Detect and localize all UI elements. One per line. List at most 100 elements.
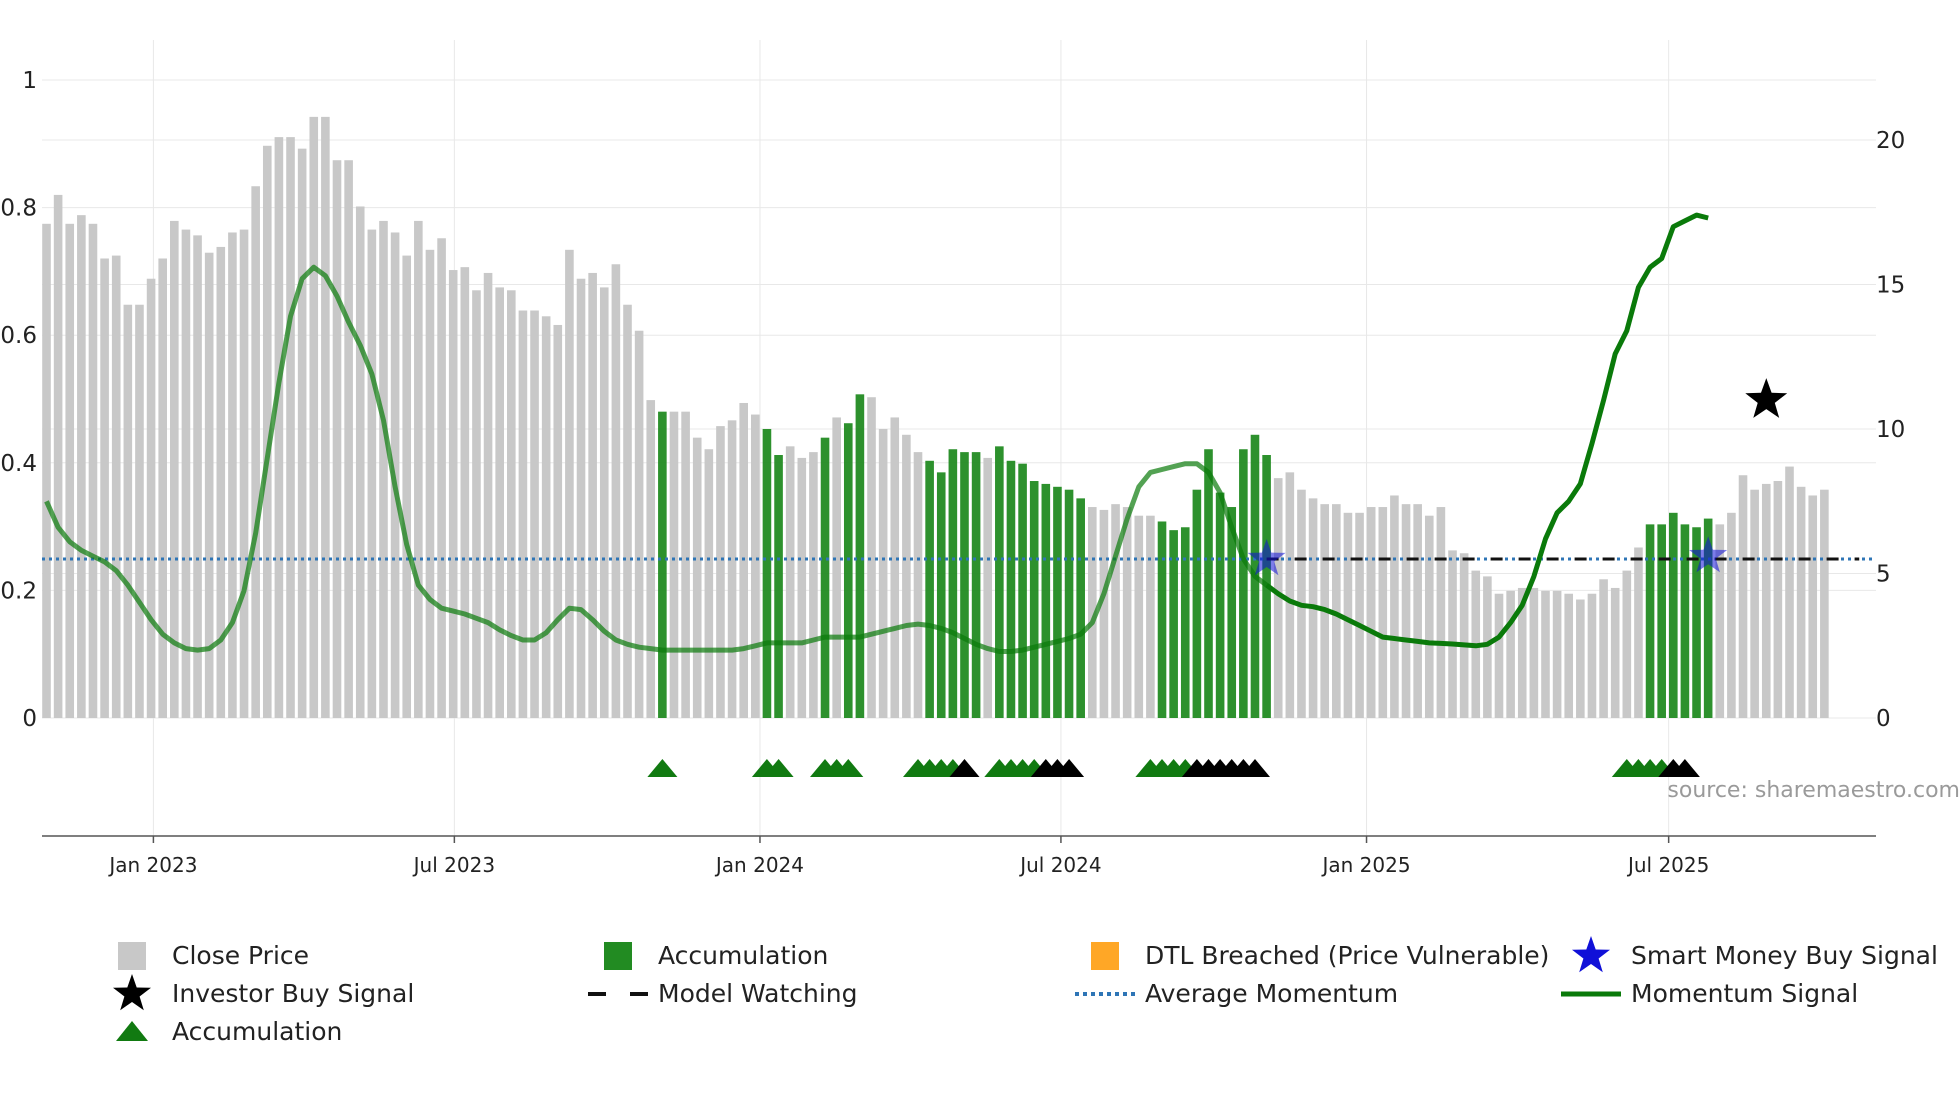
close-price-bar (1436, 507, 1446, 718)
close-price-bar (507, 290, 516, 718)
close-price-bar (890, 417, 900, 718)
close-price-bar (878, 429, 888, 718)
close-price-bar (1529, 587, 1539, 718)
left-tick-label: 0.4 (0, 451, 37, 477)
close-price-bar (1599, 579, 1608, 718)
close-price-bar (193, 235, 202, 718)
close-price-bar (158, 258, 167, 718)
close-price-bar (146, 278, 156, 718)
x-tick-label: Jul 2023 (412, 853, 495, 877)
close-price-bar (53, 194, 63, 718)
close-price-bar (611, 264, 621, 718)
close-price-bar (692, 437, 702, 718)
close-price-bar (681, 411, 690, 718)
close-price-bar (367, 229, 377, 718)
close-price-bar (1494, 593, 1504, 718)
close-price-bar (379, 220, 388, 719)
close-price-bar (704, 449, 714, 718)
investor-buy-star (1745, 378, 1788, 418)
close-price-bar (809, 452, 818, 718)
close-price-bar (1564, 593, 1574, 718)
source-label: source: sharemaestro.com (1667, 778, 1960, 803)
close-price-bar (88, 223, 98, 718)
close-price-bar (902, 434, 911, 718)
close-price-bar (77, 215, 86, 718)
accumulation-bar (1215, 492, 1225, 718)
close-price-bar (472, 290, 481, 718)
close-price-bar (1727, 512, 1736, 718)
close-price-bar (1390, 495, 1399, 718)
model-watching-triangle (1669, 759, 1700, 777)
close-price-bar (599, 287, 609, 718)
close-price-bar (274, 137, 284, 719)
right-tick-label: 5 (1876, 562, 1891, 588)
accumulation-bar (1645, 524, 1655, 718)
close-price-bar (309, 116, 319, 718)
close-price-bar (402, 255, 412, 718)
close-price-bar (727, 420, 737, 718)
close-price-bar (716, 426, 725, 718)
close-price-bar (983, 457, 993, 718)
close-price-bar (1517, 587, 1527, 718)
close-price-bar (1541, 590, 1550, 718)
legend-accumulation-bar-swatch (604, 942, 632, 970)
close-price-bar (588, 272, 597, 718)
close-price-bar (518, 310, 528, 718)
close-price-bar (321, 116, 330, 718)
close-price-bar (1715, 524, 1725, 718)
close-price-bar (1808, 495, 1818, 718)
x-tick-label: Jul 2025 (1626, 853, 1709, 877)
legend-close-price-label: Close Price (172, 941, 309, 970)
model-watching-triangle (1240, 759, 1270, 777)
close-price-bar (1134, 515, 1144, 718)
close-price-bar (425, 249, 435, 718)
accumulation-bar (1169, 530, 1178, 718)
close-price-bar (1773, 481, 1783, 718)
close-price-bar (1610, 587, 1620, 718)
close-price-bar (1796, 486, 1806, 718)
signal-lines (42, 212, 1876, 654)
close-price-bar (1343, 512, 1353, 718)
close-price-bar (1332, 504, 1341, 718)
model-watching-triangle (1054, 759, 1085, 777)
close-price-bar (1122, 507, 1132, 718)
left-tick-label: 1 (22, 68, 37, 94)
right-tick-label: 10 (1876, 417, 1905, 443)
legend-close-price-swatch (118, 942, 146, 970)
accumulation-bar (855, 394, 865, 718)
smart-money-buy-star (1247, 539, 1286, 576)
close-price-bar (286, 137, 295, 719)
close-price-bar (1761, 483, 1771, 718)
accumulation-bar (1064, 489, 1074, 718)
axes: Jan 2023 Jul 2023 Jan 2024 Jul 2024 Jan 2025… (0, 68, 1905, 877)
close-price-bar (437, 238, 446, 718)
legend-dtl-breached-swatch (1091, 942, 1119, 970)
accumulation-bar (1703, 518, 1713, 718)
close-price-bar (251, 186, 260, 719)
close-price-bar (344, 160, 353, 719)
price-bars (42, 116, 1829, 719)
close-price-bar (262, 145, 272, 718)
close-price-bar (1448, 550, 1457, 718)
close-price-bar (1622, 570, 1632, 718)
left-tick-label: 0.6 (0, 323, 37, 349)
right-tick-label: 15 (1876, 273, 1905, 299)
left-tick-label: 0.8 (0, 196, 37, 222)
accumulation-bar (1227, 507, 1237, 718)
legend-accumulation-bar-label: Accumulation (658, 941, 828, 970)
close-price-bar (565, 249, 574, 718)
close-price-bar (751, 414, 760, 718)
close-price-bar (1552, 590, 1562, 718)
close-price-bar (1378, 507, 1388, 718)
close-price-bar (1785, 466, 1794, 718)
model-watching-triangle (949, 759, 980, 777)
close-price-bar (495, 287, 504, 718)
legend-accumulation-marker-label: Accumulation (172, 1017, 342, 1046)
close-price-bar (634, 330, 644, 718)
close-price-bar (181, 229, 191, 718)
accumulation-bar (1018, 463, 1027, 718)
close-price-bar (1576, 599, 1585, 718)
close-price-bar (1750, 489, 1759, 718)
legend-investor-buy-swatch (113, 974, 151, 1011)
close-price-bar (1401, 504, 1411, 718)
